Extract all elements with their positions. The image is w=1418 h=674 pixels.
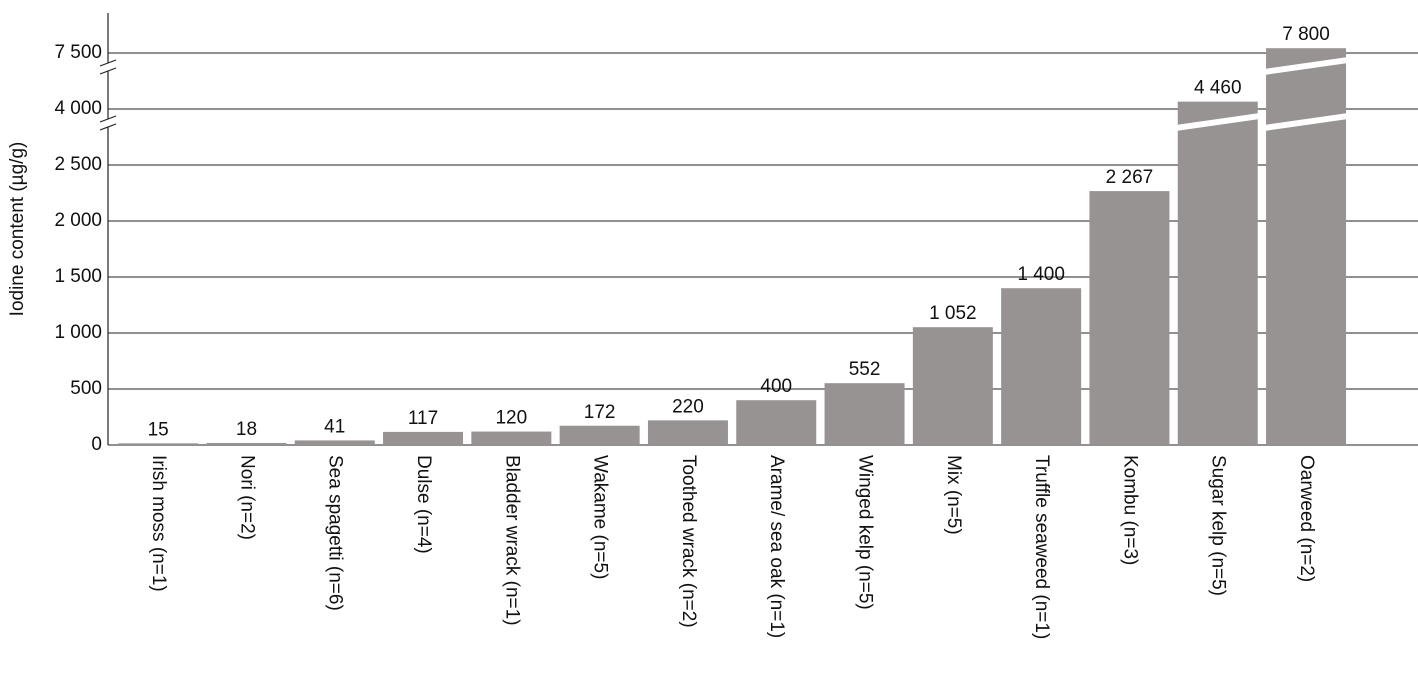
axis-break-mark — [99, 123, 117, 131]
bar-break — [1175, 113, 1260, 131]
bar-break — [1264, 57, 1349, 75]
x-tick-label: Truffle seaweed (n=1) — [1031, 455, 1052, 639]
value-label: 117 — [408, 408, 438, 429]
y-tick-label: 7 500 — [54, 42, 102, 63]
bar — [1089, 191, 1170, 445]
y-tick-label: 4 000 — [54, 98, 102, 119]
y-axis-label: Iodine content (µg/g) — [7, 142, 28, 317]
x-tick-label: Nori (n=2) — [236, 455, 257, 540]
y-tick-label: 1 500 — [54, 266, 102, 287]
x-tick-label: Sea spagetti (n=6) — [325, 455, 346, 611]
x-tick-label: Kombu (n=3) — [1119, 455, 1140, 565]
value-label: 1 052 — [929, 303, 977, 324]
value-label: 120 — [495, 408, 527, 429]
bar — [1001, 288, 1082, 445]
axis-break-gap — [100, 63, 116, 71]
x-tick-label: Wakame (n=5) — [590, 455, 611, 579]
x-tick-label: Dulse (n=4) — [413, 455, 434, 554]
bar-break — [1264, 113, 1349, 131]
bar — [736, 400, 817, 445]
value-label: 172 — [584, 402, 616, 423]
value-label: 220 — [672, 396, 704, 417]
axis-break-mark — [99, 59, 117, 67]
bar — [206, 442, 287, 445]
value-label: 2 267 — [1106, 167, 1154, 188]
x-tick-label: Mix (n=5) — [943, 455, 964, 535]
axis-break-gap — [100, 119, 116, 127]
x-tick-label: Toothed wrack (n=2) — [678, 455, 699, 628]
bar — [294, 440, 375, 445]
value-label: 18 — [236, 419, 257, 440]
x-tick-label: Arame/ sea oak (n=1) — [766, 455, 787, 638]
value-label: 15 — [148, 419, 169, 440]
bar — [118, 443, 199, 445]
axis-break-mark — [99, 115, 117, 123]
value-label: 552 — [849, 359, 881, 380]
bar — [1177, 101, 1258, 445]
x-tick-label: Winged kelp (n=5) — [855, 455, 876, 610]
x-tick-label: Sugar kelp (n=5) — [1208, 455, 1229, 596]
x-tick-label: Irish moss (n=1) — [148, 455, 169, 592]
y-tick-label: 2 500 — [54, 154, 102, 175]
bar — [471, 431, 552, 445]
value-label: 4 460 — [1194, 78, 1242, 99]
bar — [912, 327, 993, 445]
bar — [383, 431, 464, 445]
y-tick-label: 0 — [91, 434, 102, 455]
bar — [559, 425, 640, 445]
y-tick-label: 500 — [70, 378, 102, 399]
bar — [647, 420, 728, 445]
y-tick-label: 1 000 — [54, 322, 102, 343]
axis-break-mark — [99, 67, 117, 75]
value-label: 41 — [324, 416, 345, 437]
bar — [824, 383, 905, 445]
value-label: 400 — [760, 376, 792, 397]
y-tick-label: 2 000 — [54, 210, 102, 231]
x-tick-label: Bladder wrack (n=1) — [501, 455, 522, 626]
bar — [1266, 48, 1347, 445]
x-tick-label: Oarweed (n=2) — [1296, 455, 1317, 582]
value-label: 7 800 — [1282, 24, 1330, 45]
value-label: 1 400 — [1017, 264, 1065, 285]
